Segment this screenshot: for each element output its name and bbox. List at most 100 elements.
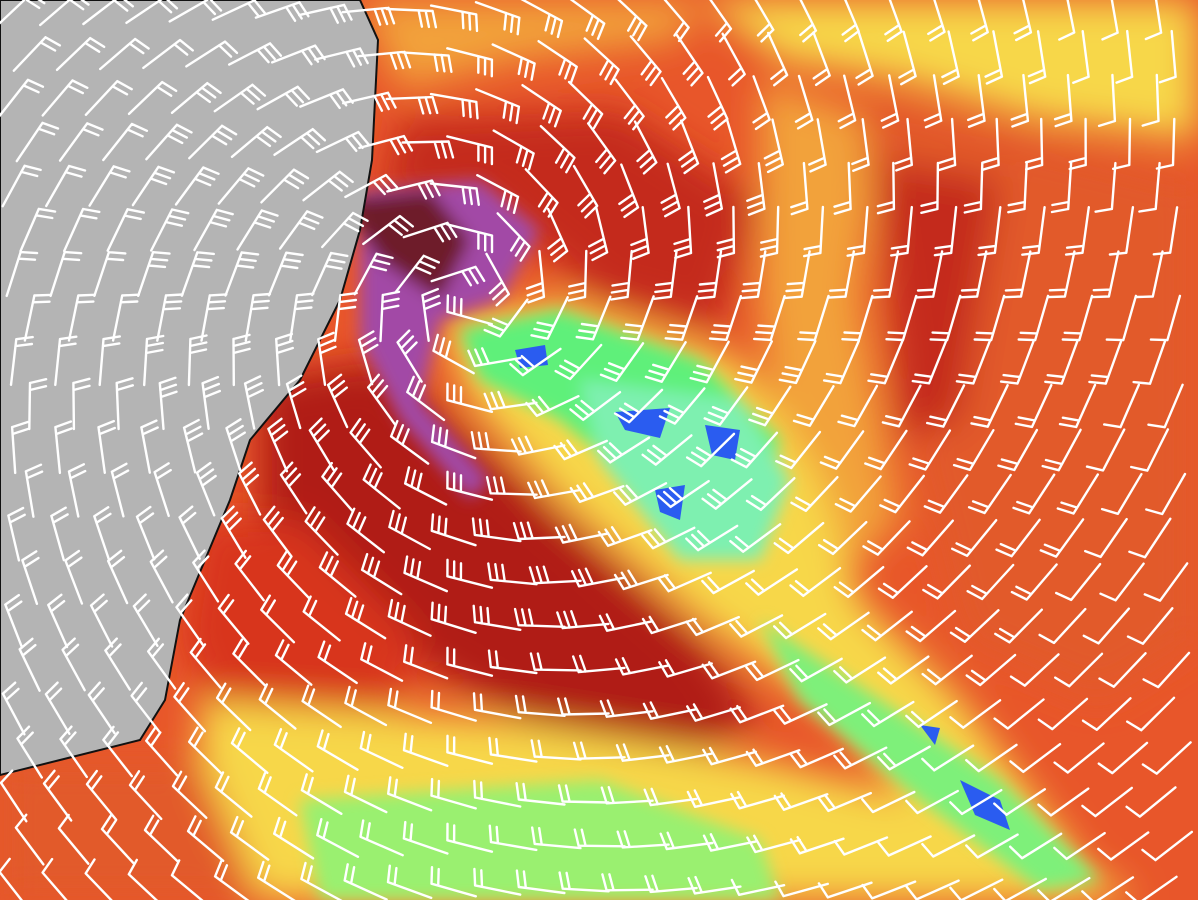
wind-barb [402,732,449,767]
calm-spot [615,408,670,438]
wind-barb [1010,563,1058,601]
wind-barb [915,250,944,299]
wind-barb [702,833,758,852]
wind-barb [21,550,40,605]
wind-barb [211,0,267,21]
wind-barb [402,820,449,855]
wind-barb [703,386,749,426]
wind-barb [57,813,90,865]
wind-barb [385,95,439,115]
wind-barb [734,340,773,384]
wind-barb [224,251,260,297]
wind-barb [833,161,852,215]
wind-barb [570,567,626,588]
wind-barb [63,207,101,253]
wind-barb [467,347,522,368]
wind-barb [754,0,775,43]
wind-barb [474,1,521,36]
wind-barb [643,787,698,807]
wind-barb [195,461,217,517]
wind-barb [1047,250,1076,299]
wind-barb [156,293,184,342]
wind-barb [99,37,150,71]
wind-barb [149,549,174,604]
wind-barb [965,743,1018,773]
wind-barb [267,251,304,297]
wind-barb [1003,250,1032,299]
wind-barb [685,524,739,552]
wind-barb [430,265,486,287]
wind-barb [653,250,678,300]
wind-barb [1147,383,1184,429]
wind-barb [1081,697,1132,731]
wind-barb [1130,428,1170,472]
wind-barb [1088,339,1123,385]
wind-barb [1125,875,1178,900]
wind-barb [1053,831,1106,861]
speed-zone-red [180,520,420,760]
speed-zone-maroon [340,190,470,300]
wind-barb [342,91,397,112]
wind-barb [430,777,477,810]
wind-barb [143,814,180,864]
wind-barb [85,769,118,821]
wind-barb [1081,876,1135,900]
wind-barb [93,506,112,561]
wind-barb [446,734,494,765]
wind-barb [379,290,401,343]
wind-barb [775,430,822,470]
wind-barb [127,858,159,900]
wind-barb [841,294,874,342]
wind-barb [554,523,610,544]
wind-barb [72,377,91,431]
wind-barb [389,419,430,465]
wind-barb [773,792,829,811]
wind-barb [180,251,215,297]
wind-barb [740,250,767,300]
wind-barb [403,555,448,593]
wind-barb [279,461,308,515]
wind-barb [188,726,224,776]
wind-barb [1009,743,1062,773]
calm-spot [960,780,1010,830]
wind-barb [994,608,1043,644]
wind-barb [192,549,220,603]
wind-barb [729,523,782,553]
wind-barb [421,287,441,342]
wind-barb [745,658,800,682]
wind-barb [993,788,1046,816]
wind-barb [1081,786,1133,818]
wind-barb [289,292,315,342]
wind-barb [547,207,569,263]
wind-barb [127,80,178,116]
wind-barb [789,567,842,597]
wind-barb [170,82,222,114]
wind-barb [89,593,114,648]
wind-barb [701,660,757,680]
wind-barb [137,251,171,297]
wind-barb [689,340,730,384]
wind-barb [200,293,228,342]
wind-barb [569,482,625,503]
wind-barb [817,881,873,899]
wind-barb [125,0,179,24]
wind-barb [213,83,267,113]
wind-barb [993,877,1047,900]
wind-barb [401,51,453,73]
wind-barb [321,461,354,513]
wind-barb [483,390,538,411]
wind-barb [301,684,342,729]
wind-barb [1009,653,1060,687]
wind-barb [949,788,1003,816]
wind-barb [344,173,399,199]
wind-barb [1010,73,1030,128]
wind-barb [894,117,913,172]
wind-barb [42,769,73,822]
wind-barb [745,568,799,596]
wind-barb [911,339,948,385]
wind-barb [660,162,681,218]
wind-barb [429,92,479,120]
wind-barb [819,430,865,470]
wind-barb [185,40,239,68]
wind-barb [701,569,755,595]
